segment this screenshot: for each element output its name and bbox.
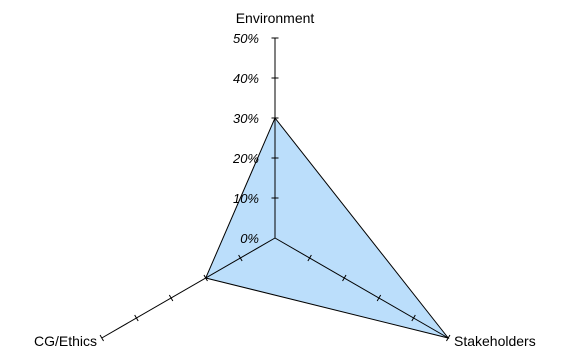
tick-mark-cg-ethics-5	[99, 334, 104, 342]
tick-mark-layer	[99, 37, 451, 342]
tick-mark-stakeholders-5	[446, 334, 451, 342]
tick-mark-stakeholders-1	[307, 254, 312, 262]
tick-mark-cg-ethics-2	[203, 274, 208, 282]
radial-tick-label-50: 50%	[233, 31, 259, 46]
radial-tick-label-40: 40%	[233, 71, 259, 86]
label-layer: Environment Stakeholders CG/Ethics 0% 10…	[34, 10, 536, 349]
axis-label-environment: Environment	[236, 10, 315, 26]
tick-mark-cg-ethics-1	[238, 254, 243, 262]
radial-tick-label-0: 0%	[240, 231, 259, 246]
axis-line-cg-ethics	[101, 237, 276, 339]
axis-label-stakeholders: Stakeholders	[454, 333, 536, 349]
radial-tick-label-30: 30%	[233, 111, 259, 126]
tick-mark-cg-ethics-3	[168, 294, 174, 302]
tick-mark-stakeholders-4	[411, 314, 416, 322]
tick-mark-stakeholders-3	[376, 294, 382, 302]
axis-label-cg-ethics: CG/Ethics	[34, 333, 97, 349]
data-area-series-0	[205, 117, 450, 339]
radial-tick-label-20: 20%	[232, 151, 259, 166]
tick-mark-cg-ethics-4	[134, 314, 139, 322]
tick-mark-stakeholders-2	[342, 274, 347, 282]
axis-line-stakeholders	[274, 237, 449, 339]
axis-layer	[101, 38, 449, 339]
data-area-layer	[205, 117, 450, 339]
radial-tick-label-10: 10%	[233, 191, 259, 206]
